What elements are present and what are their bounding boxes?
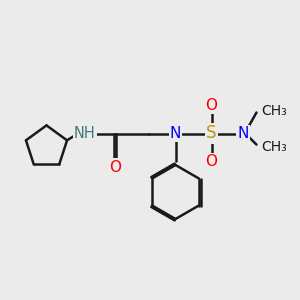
- Text: CH₃: CH₃: [261, 140, 287, 154]
- Text: O: O: [206, 98, 218, 112]
- Text: S: S: [206, 124, 217, 142]
- Text: N: N: [237, 126, 249, 141]
- Text: CH₃: CH₃: [261, 104, 287, 118]
- Text: O: O: [110, 160, 122, 175]
- Text: N: N: [170, 126, 181, 141]
- Text: NH: NH: [74, 126, 95, 141]
- Text: O: O: [206, 154, 218, 169]
